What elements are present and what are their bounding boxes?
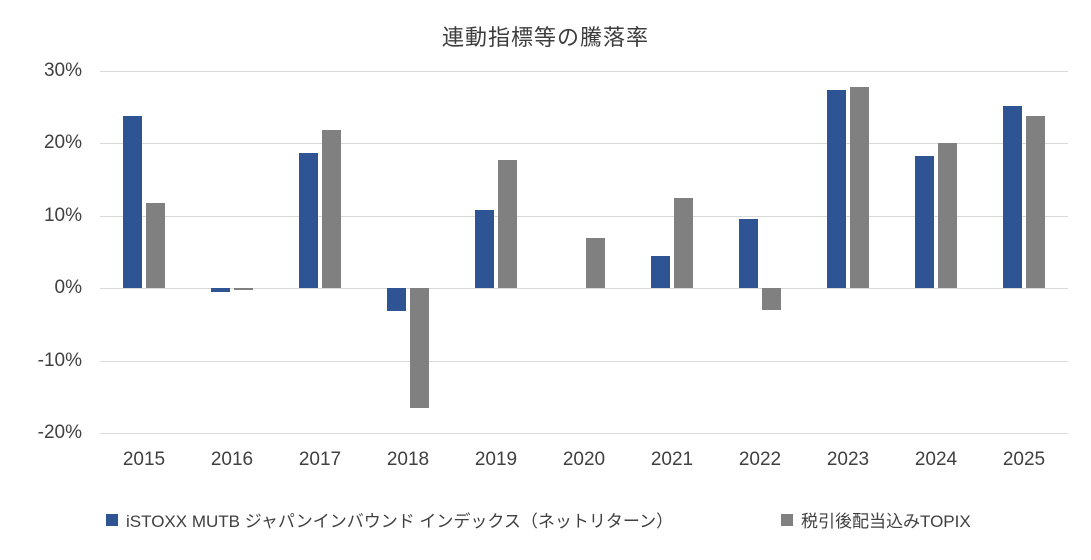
- y-axis-tick-label: -10%: [37, 349, 82, 371]
- x-axis-tick-label: 2021: [650, 449, 694, 470]
- legend-item-topix: 税引後配当込みTOPIX: [781, 507, 971, 532]
- x-axis-tick-label: 2022: [738, 449, 782, 470]
- bar-topix: [410, 288, 429, 408]
- bar-topix: [674, 198, 693, 289]
- bar-istoxx: [211, 288, 230, 292]
- y-axis-tick-label: 10%: [43, 204, 82, 226]
- bar-topix: [322, 130, 341, 289]
- x-axis-tick-label: 2015: [122, 449, 166, 470]
- x-axis-tick-label: 2019: [474, 449, 518, 470]
- y-axis-tick-label: 0%: [54, 277, 82, 299]
- gridline: [100, 215, 1068, 217]
- x-axis-tick-label: 2020: [562, 449, 606, 470]
- bar-topix: [850, 86, 869, 289]
- legend-label-topix: 税引後配当込みTOPIX: [801, 512, 971, 531]
- x-axis-tick-label: 2017: [298, 449, 342, 470]
- y-axis-tick-label: 30%: [43, 59, 82, 81]
- x-axis-tick-label: 2024: [914, 449, 958, 470]
- legend-swatch-blue-icon: [106, 513, 118, 526]
- gridline: [100, 143, 1068, 145]
- bar-topix: [498, 159, 517, 289]
- bar-topix: [146, 202, 165, 289]
- bar-topix: [586, 237, 605, 289]
- bar-istoxx: [827, 89, 846, 289]
- gridline: [100, 70, 1068, 72]
- gridline: [100, 433, 1068, 435]
- bar-topix: [1026, 116, 1045, 289]
- bar-istoxx: [1003, 106, 1022, 289]
- bar-topix: [938, 142, 957, 289]
- x-axis-tick-label: 2025: [1002, 449, 1046, 470]
- x-axis-tick-label: 2016: [210, 449, 254, 470]
- bar-istoxx: [475, 210, 494, 289]
- legend-item-istoxx: iSTOXX MUTB ジャパンインバウンド インデックス（ネットリターン）: [106, 507, 673, 532]
- y-axis-tick-label: -20%: [37, 422, 82, 444]
- gridline: [100, 360, 1068, 362]
- y-axis-tick-label: 20%: [43, 132, 82, 154]
- bar-istoxx: [739, 219, 758, 289]
- bar-istoxx: [387, 288, 406, 312]
- bar-topix: [234, 288, 253, 291]
- bar-istoxx: [123, 116, 142, 289]
- bar-istoxx: [651, 255, 670, 289]
- bar-topix: [762, 288, 781, 311]
- zero-axis-line: [100, 288, 1068, 290]
- chart-title: 連動指標等の騰落率: [441, 25, 649, 50]
- x-axis-tick-label: 2018: [386, 449, 430, 470]
- legend-swatch-gray-icon: [781, 513, 793, 526]
- bar-istoxx: [299, 152, 318, 289]
- legend-label-istoxx: iSTOXX MUTB ジャパンインバウンド インデックス（ネットリターン）: [126, 512, 674, 531]
- bar-istoxx: [915, 155, 934, 289]
- x-axis-tick-label: 2023: [826, 449, 870, 470]
